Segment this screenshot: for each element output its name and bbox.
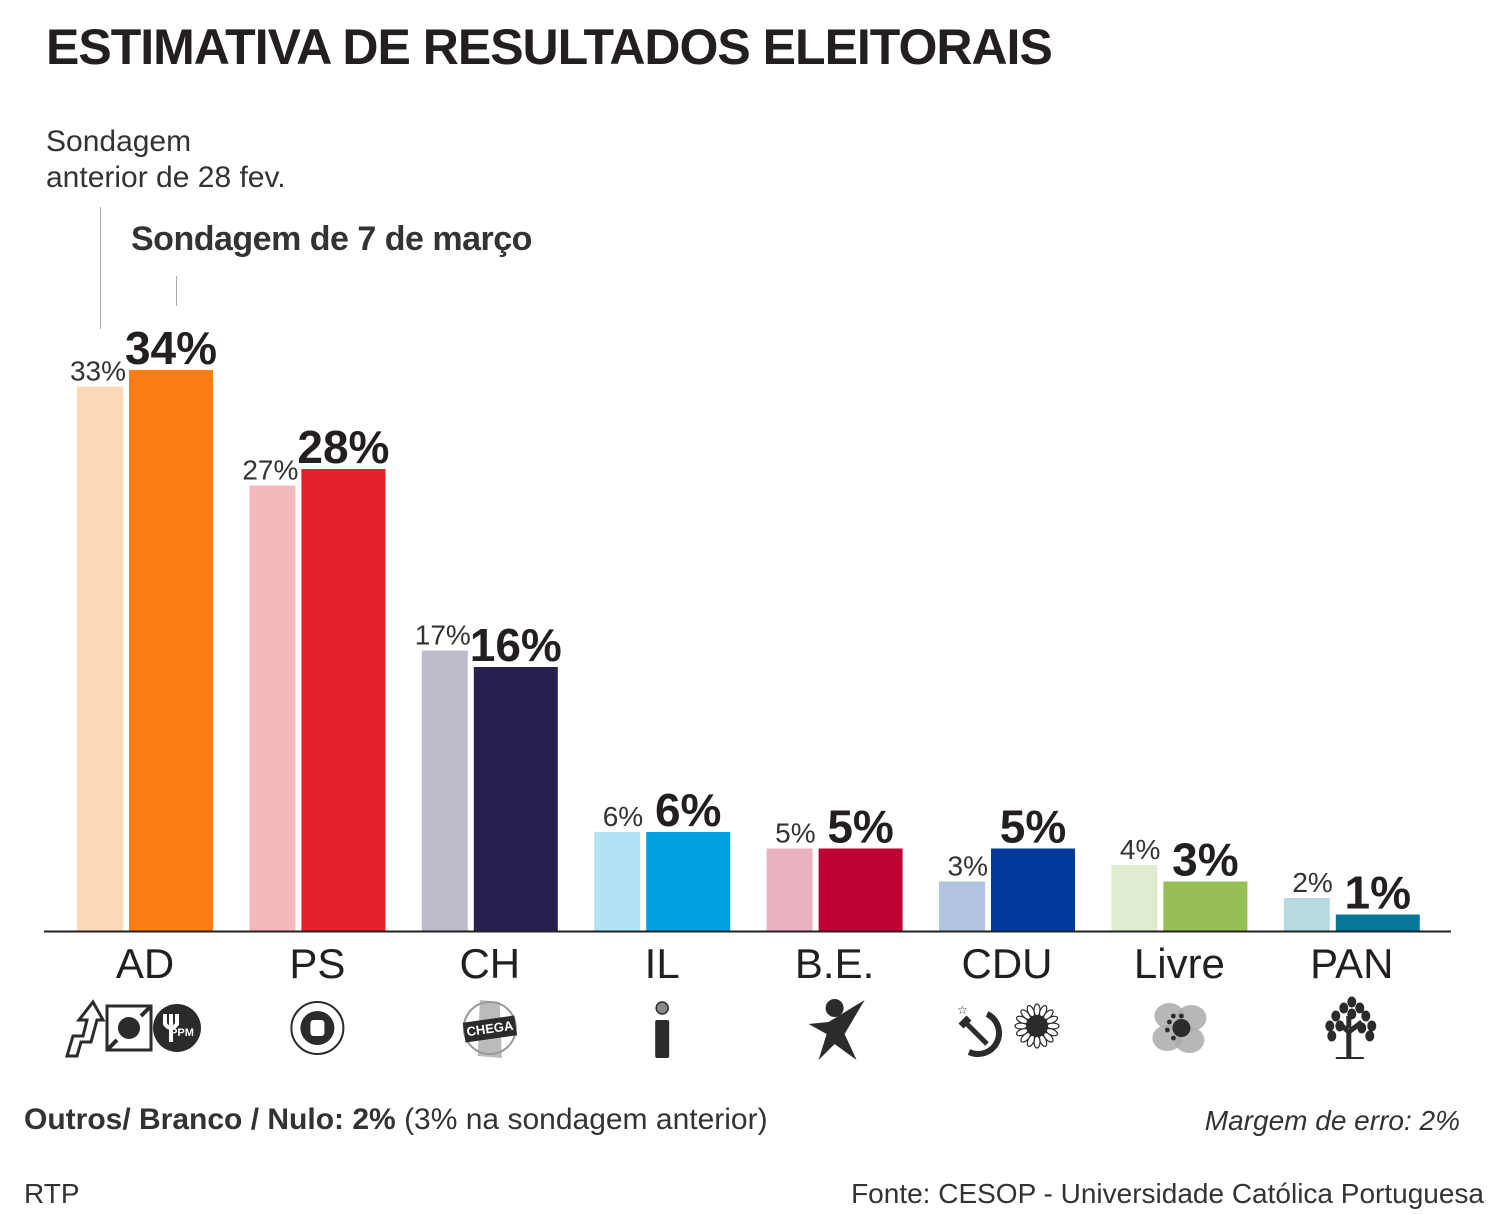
bar-previous-ad [77,386,123,931]
bars-layer [77,370,1420,931]
bar-current-livre [1163,881,1248,931]
others-previous: (3% na sondagem anterior) [404,1103,768,1136]
category-label-ps: PS [289,940,345,987]
category-label-ad: AD [116,940,174,987]
current-poll-leader-line [176,276,177,306]
livre-poppy-logo-icon [1152,1003,1207,1053]
bar-previous-il [594,832,641,931]
bar-current-be [818,848,903,931]
others-value: 2% [352,1103,396,1136]
bar-previous-ps [249,485,296,931]
il-logo-icon [655,1001,670,1058]
data-label-current: 1% [1345,867,1411,919]
source-credit: Fonte: CESOP - Universidade Católica Por… [851,1178,1484,1209]
bar-current-ch [473,667,558,931]
bar-previous-cdu [939,881,985,931]
data-label-current: 5% [1000,801,1066,853]
pan-tree-logo-icon [1325,996,1377,1059]
data-label-previous: 4% [1120,834,1160,865]
data-label-previous: 33% [70,356,126,387]
data-label-current: 6% [655,784,721,836]
data-label-current: 16% [470,619,562,671]
svg-text:PPM: PPM [170,1027,194,1039]
data-label-previous: 27% [242,455,298,486]
cdu-hammer-sickle-sunflower-icon: ☆ [957,1003,1060,1057]
bar-previous-pan [1283,898,1330,931]
category-label-ch: CH [459,940,520,987]
data-label-previous: 6% [603,801,643,832]
icons-layer: PPM CHEGA ☆ [64,996,1377,1060]
category-label-pan: PAN [1310,940,1393,987]
chart-title: ESTIMATIVA DE RESULTADOS ELEITORAIS [46,19,1053,75]
bar-current-pan [1335,914,1420,931]
data-label-current: 34% [125,322,217,374]
data-label-previous: 3% [948,851,988,882]
data-label-previous: 17% [415,620,471,651]
bar-chart: 33%34% AD 27%28% PS 17%16% CH 6% 6% IL 5% 5% B.E. 3%… [44,322,1451,1060]
others-note: Outros/ Branco / Nulo: 2% (3% na sondage… [24,1103,768,1137]
ad-coalition-logos-icon: PPM [64,999,201,1058]
svg-text:CHEGA: CHEGA [466,1018,515,1039]
others-label: Outros/ Branco / Nulo: [24,1103,345,1136]
bar-previous-ch [421,650,468,931]
previous-poll-note-line2: anterior de 28 fev. [46,161,286,194]
data-label-current: 3% [1172,834,1238,886]
previous-poll-note-line1: Sondagem [46,125,192,158]
bar-previous-be [766,848,813,931]
data-label-previous: 5% [775,818,815,849]
category-label-livre: Livre [1134,940,1225,987]
ps-fist-logo-icon [290,1001,345,1055]
be-star-logo-icon [808,999,865,1060]
bar-current-ps [301,469,386,931]
bar-current-il [646,832,731,931]
chega-logo-icon: CHEGA [462,1000,518,1058]
previous-poll-leader-line [100,207,101,329]
previous-poll-note: Sondagem anterior de 28 fev. [46,124,286,196]
bar-previous-livre [1111,865,1158,931]
data-label-current: 5% [827,801,893,853]
data-label-previous: 2% [1292,867,1332,898]
category-label-il: IL [645,940,680,987]
current-poll-note: Sondagem de 7 de março [131,220,532,258]
category-label-cdu: CDU [962,940,1053,987]
svg-text:☆: ☆ [957,1003,968,1017]
labels-layer: 33%34% AD 27%28% PS 17%16% CH 6% 6% IL 5% 5% B.E. 3%… [70,322,1411,987]
category-label-be: B.E. [795,940,874,987]
bar-current-cdu [991,848,1075,931]
publisher-credit: RTP [24,1178,80,1209]
margin-of-error: Margem de erro: 2% [1204,1105,1460,1136]
data-label-current: 28% [297,421,389,473]
bar-current-ad [129,370,213,931]
